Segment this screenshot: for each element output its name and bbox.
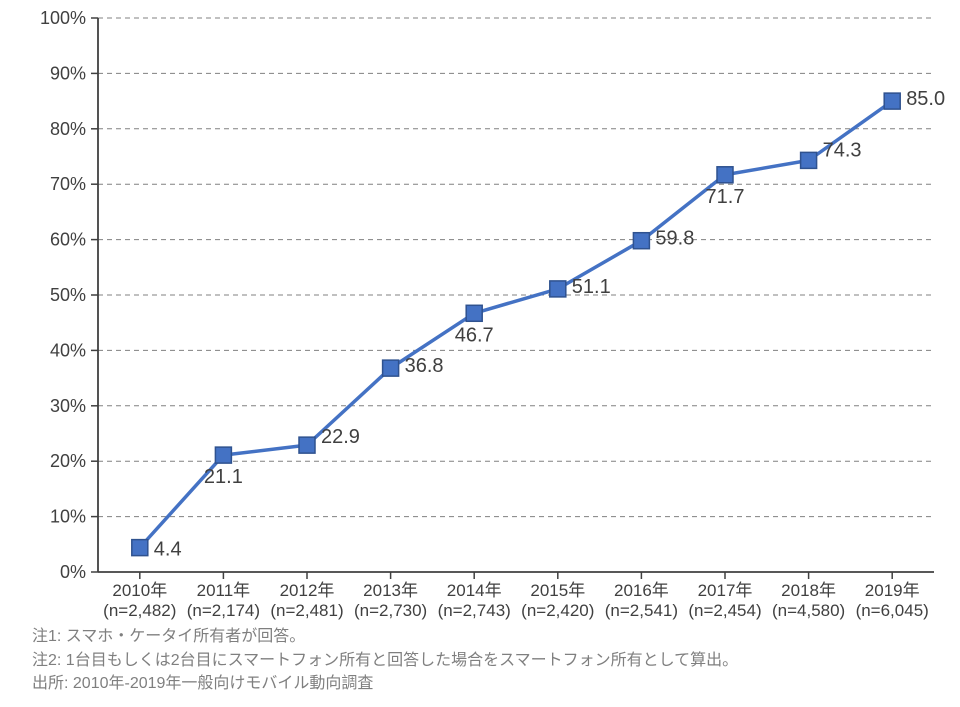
y-tick-label: 20%	[50, 451, 86, 471]
footnotes: 注1: スマホ・ケータイ所有者が回答。 注2: 1台目もしくは2台目にスマートフ…	[32, 625, 738, 695]
footnote-1: 注1: スマホ・ケータイ所有者が回答。	[32, 625, 738, 648]
data-marker	[466, 305, 482, 321]
x-tick-label-line1: 2014年	[447, 581, 502, 600]
y-tick-label: 10%	[50, 507, 86, 527]
data-marker	[801, 152, 817, 168]
data-label: 21.1	[204, 466, 243, 488]
y-tick-label: 80%	[50, 119, 86, 139]
x-tick-label-line1: 2012年	[280, 581, 335, 600]
x-tick-label-line2: (n=2,482)	[103, 601, 176, 620]
data-label: 51.1	[572, 276, 611, 298]
data-marker	[633, 233, 649, 249]
footnote-2: 注2: 1台目もしくは2台目にスマートフォン所有と回答した場合をスマートフォン所…	[32, 649, 738, 672]
x-tick-label-line1: 2016年	[614, 581, 669, 600]
x-tick-label-line1: 2019年	[865, 581, 920, 600]
chart-container: 0%10%20%30%40%50%60%70%80%90%100%2010年(n…	[0, 0, 960, 707]
data-marker	[132, 540, 148, 556]
x-tick-label-line2: (n=2,541)	[605, 601, 678, 620]
data-label: 71.7	[706, 186, 745, 208]
footnote-source: 出所: 2010年-2019年一般向けモバイル動向調査	[32, 672, 738, 695]
line-chart: 0%10%20%30%40%50%60%70%80%90%100%2010年(n…	[0, 0, 960, 707]
y-tick-label: 40%	[50, 340, 86, 360]
y-tick-label: 90%	[50, 63, 86, 83]
data-label: 85.0	[906, 88, 945, 110]
x-tick-label-line1: 2018年	[781, 581, 836, 600]
y-tick-label: 60%	[50, 230, 86, 250]
x-tick-label-line2: (n=2,730)	[354, 601, 427, 620]
x-tick-label-line2: (n=4,580)	[772, 601, 845, 620]
data-label: 59.8	[655, 228, 694, 250]
data-label: 4.4	[154, 539, 182, 561]
y-tick-label: 70%	[50, 174, 86, 194]
data-marker	[215, 447, 231, 463]
x-tick-label-line1: 2011年	[197, 581, 251, 600]
y-tick-label: 0%	[60, 562, 86, 582]
x-tick-label-line2: (n=2,454)	[688, 601, 761, 620]
data-marker	[884, 93, 900, 109]
x-tick-label-line2: (n=2,481)	[270, 601, 343, 620]
data-label: 46.7	[455, 324, 494, 346]
x-tick-label-line2: (n=6,045)	[856, 601, 929, 620]
x-tick-label-line1: 2017年	[698, 581, 753, 600]
y-tick-label: 100%	[40, 8, 86, 28]
data-label: 74.3	[823, 139, 862, 161]
y-tick-label: 50%	[50, 285, 86, 305]
data-marker	[717, 167, 733, 183]
data-marker	[299, 437, 315, 453]
x-tick-label-line2: (n=2,174)	[187, 601, 260, 620]
data-label: 22.9	[321, 426, 360, 448]
x-tick-label-line1: 2010年	[112, 581, 167, 600]
data-label: 36.8	[405, 355, 444, 377]
y-tick-label: 30%	[50, 396, 86, 416]
data-marker	[383, 360, 399, 376]
x-tick-label-line2: (n=2,743)	[438, 601, 511, 620]
x-tick-label-line2: (n=2,420)	[521, 601, 594, 620]
series-line	[140, 101, 892, 548]
data-marker	[550, 281, 566, 297]
x-tick-label-line1: 2013年	[363, 581, 418, 600]
x-tick-label-line1: 2015年	[530, 581, 585, 600]
